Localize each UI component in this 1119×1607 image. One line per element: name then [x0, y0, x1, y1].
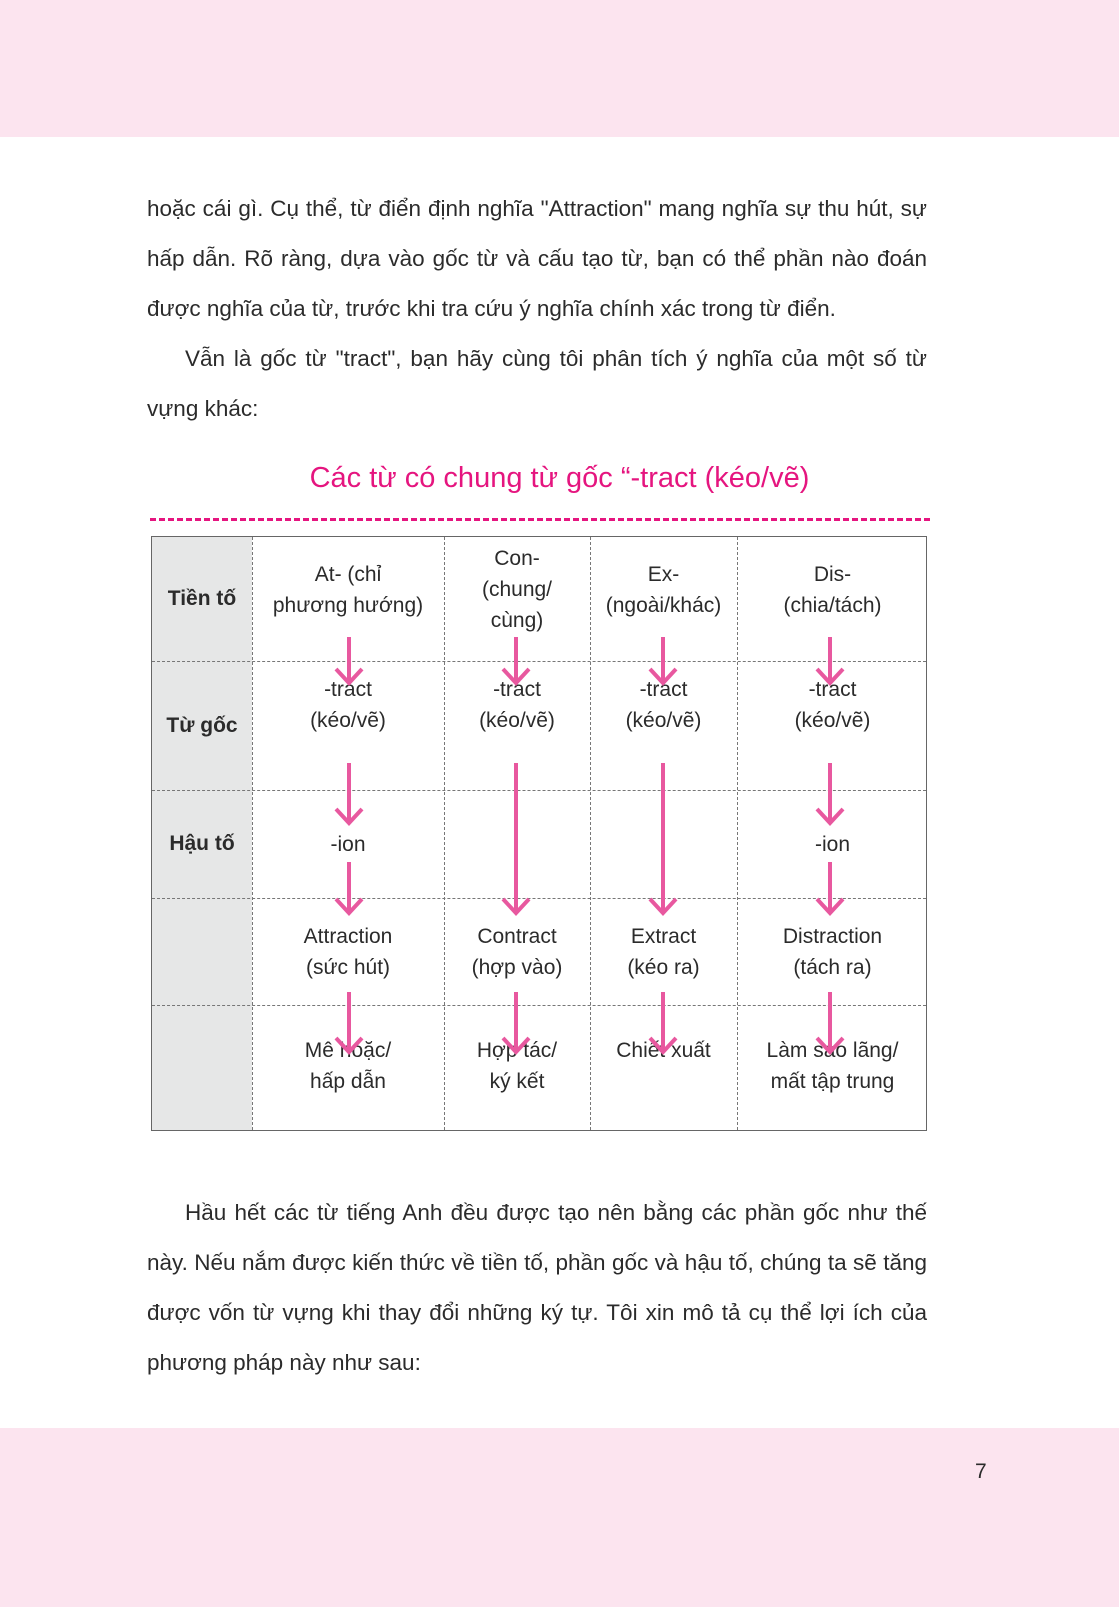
footer-band [0, 1428, 1119, 1607]
cell-suffix [444, 790, 590, 898]
row-divider [152, 790, 926, 791]
cell-prefix: Ex- (ngoài/khác) [605, 562, 722, 617]
title-divider [150, 518, 930, 521]
cell-meaning: Hợp tác/ ký kết [476, 1039, 558, 1093]
cell-meaning: Mê hoặc/ hấp dẫn [304, 1039, 392, 1093]
diagram-title: Các từ có chung từ gốc “-tract (kéo/vẽ) [309, 462, 810, 494]
cell-suffix: -ion [814, 832, 851, 856]
cell-word: Contract (hợp vào) [471, 925, 563, 979]
paragraph-3: Hầu hết các từ tiếng Anh đều được tạo nê… [147, 1200, 927, 1375]
cell-root: -tract (kéo/vẽ) [479, 678, 555, 732]
row-label-root: Từ gốc [166, 713, 238, 737]
cell-meaning: Làm sao lãng/ mất tập trung [766, 1039, 899, 1093]
cell-word: Attraction (sức hút) [303, 925, 393, 979]
column-divider [590, 537, 591, 1130]
cell-root: -tract (kéo/vẽ) [794, 678, 871, 732]
cell-prefix: Con- (chung/ cùng) [481, 547, 553, 632]
cell-prefix: Dis- (chia/tách) [783, 562, 882, 617]
cell-root: -tract (kéo/vẽ) [625, 678, 702, 732]
column-divider [737, 537, 738, 1130]
paragraph-2: Vẫn là gốc từ "tract", bạn hãy cùng tôi … [147, 346, 927, 421]
row-label-suffix: Hậu tố [169, 832, 235, 855]
row-divider [152, 661, 926, 662]
page-number: 7 [975, 1460, 987, 1483]
row-divider [152, 898, 926, 899]
column-divider [252, 537, 253, 1130]
cell-word: Distraction (tách ra) [782, 925, 883, 979]
cell-prefix: At- (chỉ phương hướng) [272, 562, 424, 617]
row-divider [152, 1005, 926, 1006]
paragraph-1: hoặc cái gì. Cụ thể, từ điển định nghĩa … [147, 196, 927, 321]
row-label-prefix: Tiền tố [167, 587, 237, 610]
header-band [0, 0, 1119, 137]
cell-root: -tract (kéo/vẽ) [310, 678, 386, 732]
cell-meaning: Chiết xuất [616, 1039, 711, 1062]
column-divider [444, 537, 445, 1130]
cell-suffix: -ion [330, 832, 366, 856]
cell-word: Extract (kéo ra) [627, 925, 700, 979]
cell-suffix [590, 790, 737, 898]
word-root-table: Tiền tố Từ gốc Hậu tố At- (chỉ phương hư… [151, 536, 927, 1131]
label-column [152, 537, 252, 1130]
